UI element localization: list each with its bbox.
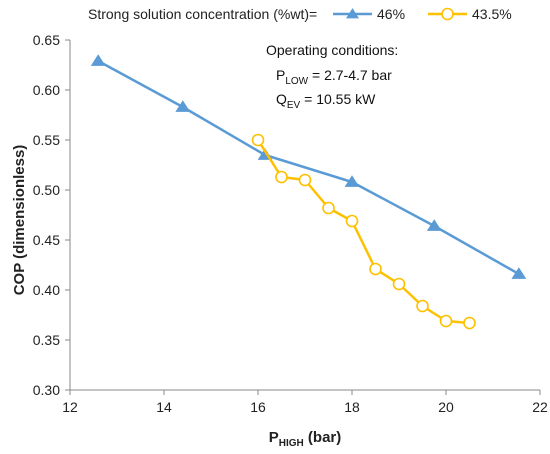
- data-point: [369, 262, 382, 276]
- x-axis-ticks: 12 14 16 18 20 22: [62, 390, 548, 415]
- x-tick-label: 22: [532, 399, 548, 415]
- y-axis-ticks: 0.30 0.35 0.40 0.45 0.50 0.55 0.60 0.65: [33, 32, 70, 398]
- y-tick-label: 0.60: [33, 82, 60, 98]
- y-tick-label: 0.50: [33, 182, 60, 198]
- data-point: [175, 100, 191, 112]
- series-46-line: [97, 59, 520, 276]
- annotation-line-1: Operating conditions:: [266, 42, 398, 58]
- legend-entry-43-5: 43.5%: [428, 6, 512, 22]
- x-axis-title: PHIGH (bar): [269, 429, 342, 449]
- y-tick-label: 0.55: [33, 132, 60, 148]
- y-tick-label: 0.45: [33, 232, 60, 248]
- series-43-5: [251, 133, 476, 330]
- y-tick-label: 0.35: [33, 332, 60, 348]
- data-point: [251, 133, 265, 147]
- x-tick-label: 20: [438, 399, 454, 415]
- y-tick-label: 0.30: [33, 382, 60, 398]
- annotation-line-3: QEV = 10.55 kW: [276, 91, 376, 111]
- y-axis-title: COP (dimensionless): [11, 145, 28, 296]
- data-point: [298, 173, 312, 187]
- x-tick-label: 16: [250, 399, 266, 415]
- y-tick-label: 0.40: [33, 282, 60, 298]
- data-point: [344, 175, 360, 187]
- x-tick-label: 14: [156, 399, 172, 415]
- data-point: [392, 277, 406, 291]
- data-point: [90, 54, 106, 66]
- legend-entry-46: 46%: [333, 6, 405, 22]
- series-46: [90, 54, 527, 279]
- data-point: [345, 214, 359, 228]
- x-tick-label: 18: [344, 399, 360, 415]
- legend: Strong solution concentration (%wt)= 46%…: [88, 6, 512, 22]
- legend-title: Strong solution concentration (%wt)=: [88, 6, 317, 22]
- data-point: [416, 299, 429, 313]
- y-tick-label: 0.65: [33, 32, 60, 48]
- data-point: [511, 267, 527, 279]
- data-point: [439, 314, 453, 328]
- data-point: [426, 219, 442, 231]
- data-point: [322, 201, 335, 215]
- legend-43-5-marker: [441, 7, 454, 21]
- annotation-line-2: PLOW = 2.7-4.7 bar: [276, 67, 392, 87]
- x-tick-label: 12: [62, 399, 78, 415]
- series-layer: [90, 54, 527, 330]
- axes: [69, 40, 540, 391]
- legend-46-label: 46%: [377, 6, 405, 22]
- operating-conditions-annotation: Operating conditions: PLOW = 2.7-4.7 bar…: [266, 42, 398, 111]
- legend-46-marker: [346, 8, 359, 19]
- data-point: [463, 316, 476, 330]
- legend-43-5-label: 43.5%: [472, 6, 512, 22]
- series-43-5-line: [256, 139, 470, 325]
- data-point: [275, 170, 288, 184]
